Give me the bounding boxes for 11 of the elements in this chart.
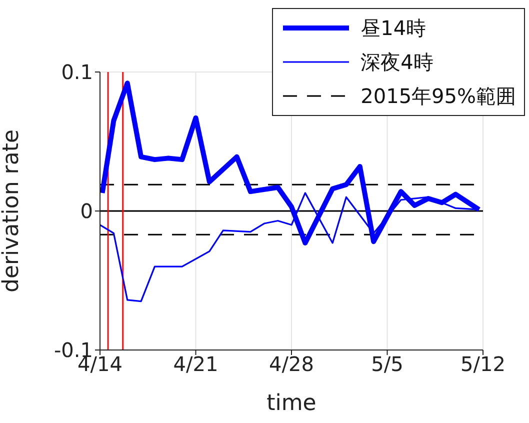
legend-label: 深夜4時 xyxy=(360,48,434,76)
x-tick-label: 4/28 xyxy=(269,352,314,376)
y-tick-label: 0.1 xyxy=(61,60,93,84)
x-tick-label: 5/5 xyxy=(371,352,404,376)
legend-label: 2015年95%範囲 xyxy=(360,82,516,110)
y-tick-label: 0 xyxy=(80,199,93,224)
x-tick-label: 5/12 xyxy=(460,352,506,376)
legend-label: 昼14時 xyxy=(360,14,426,42)
y-axis-title: derivation rate xyxy=(0,130,24,292)
x-axis-title: time xyxy=(266,391,316,416)
x-tick-label: 4/21 xyxy=(173,352,218,376)
